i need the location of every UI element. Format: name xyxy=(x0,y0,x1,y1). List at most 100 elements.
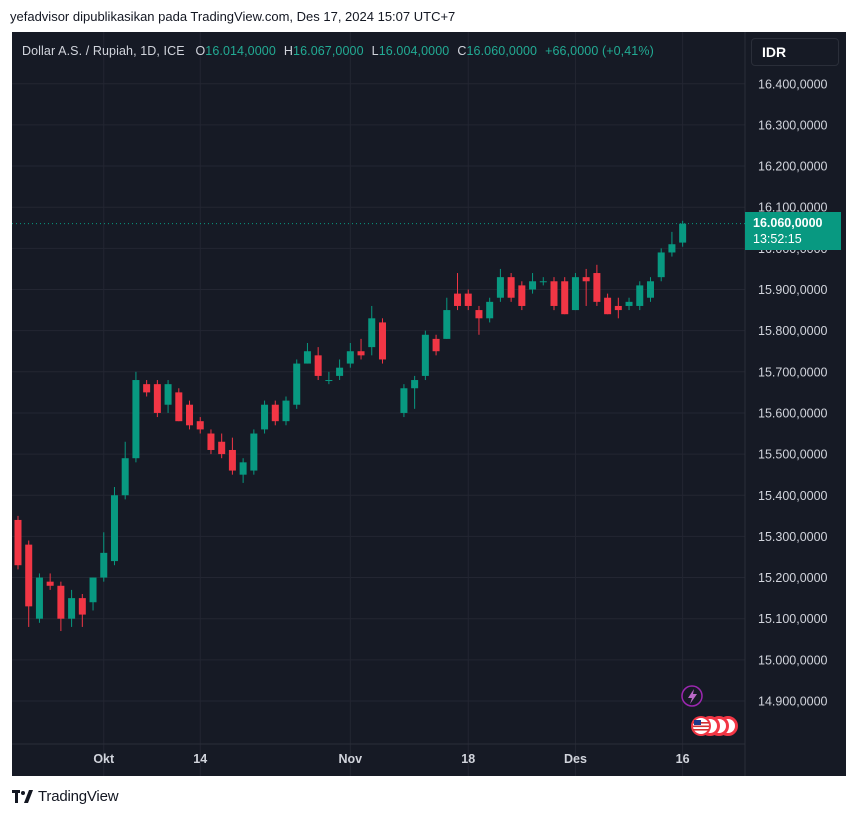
candle[interactable] xyxy=(604,293,612,315)
bar-countdown: 13:52:15 xyxy=(753,232,802,246)
candle-body xyxy=(604,297,612,315)
candle[interactable] xyxy=(411,375,419,409)
candle[interactable] xyxy=(346,342,354,368)
candle[interactable] xyxy=(228,437,236,475)
candle[interactable] xyxy=(529,273,537,294)
candle[interactable] xyxy=(57,581,65,632)
candle-body xyxy=(657,252,665,278)
candle-body xyxy=(78,598,86,615)
candle-body xyxy=(35,577,43,619)
price-tick-label: 15.200,0000 xyxy=(758,571,828,585)
candle[interactable] xyxy=(496,268,504,302)
symbol-title: Dollar A.S. / Rupiah, 1D, ICE xyxy=(22,44,185,58)
candle[interactable] xyxy=(89,577,97,611)
candle[interactable] xyxy=(636,281,644,311)
candle-body xyxy=(400,388,408,413)
candle[interactable] xyxy=(303,342,311,364)
candle-body xyxy=(346,351,354,364)
candle[interactable] xyxy=(454,273,462,311)
candle[interactable] xyxy=(668,231,676,257)
candle[interactable] xyxy=(357,338,365,360)
price-tick-label: 16.200,0000 xyxy=(758,160,828,174)
candle[interactable] xyxy=(35,573,43,623)
candle[interactable] xyxy=(550,277,558,311)
candle[interactable] xyxy=(421,330,429,381)
candle[interactable] xyxy=(378,318,386,364)
candle-body xyxy=(454,293,462,306)
candle-body xyxy=(261,404,269,430)
candle[interactable] xyxy=(282,396,290,426)
candle[interactable] xyxy=(325,371,333,385)
candle[interactable] xyxy=(571,273,579,311)
tradingview-logo: TradingView xyxy=(12,788,119,805)
candle[interactable] xyxy=(582,268,590,306)
candle-body xyxy=(303,351,311,364)
candle[interactable] xyxy=(46,573,54,590)
candle[interactable] xyxy=(132,371,140,463)
candle[interactable] xyxy=(143,380,151,397)
candle[interactable] xyxy=(314,347,322,381)
lightning-icon[interactable] xyxy=(681,685,703,707)
tradingview-brand: TradingView xyxy=(38,788,119,805)
candle[interactable] xyxy=(186,400,194,430)
candles xyxy=(14,220,687,632)
time-axis-labels: Okt 14 Nov 18 Des 16 xyxy=(93,752,689,766)
candle-body xyxy=(539,281,547,283)
candle[interactable] xyxy=(561,277,569,315)
candle[interactable] xyxy=(443,297,451,339)
candle[interactable] xyxy=(68,589,76,627)
candle[interactable] xyxy=(464,289,472,311)
candle-body xyxy=(443,310,451,339)
candle-body xyxy=(218,441,226,455)
candle-body xyxy=(239,462,247,475)
low-value: 16.004,0000 xyxy=(378,44,450,58)
candle[interactable] xyxy=(400,384,408,418)
candle[interactable] xyxy=(593,264,601,306)
candle[interactable] xyxy=(679,220,687,247)
candle-body xyxy=(57,585,65,619)
us-flag-icon[interactable] xyxy=(691,716,738,736)
candle[interactable] xyxy=(646,277,654,302)
candle[interactable] xyxy=(14,515,22,570)
candle[interactable] xyxy=(196,417,204,434)
candle[interactable] xyxy=(261,400,269,434)
candle[interactable] xyxy=(153,380,161,418)
candle-body xyxy=(668,244,676,253)
candle[interactable] xyxy=(175,388,183,422)
chart-panel[interactable]: 14.900,0000 15.000,0000 15.100,0000 15.200,… xyxy=(12,32,846,776)
candle[interactable] xyxy=(486,297,494,323)
currency-button[interactable]: IDR xyxy=(751,38,839,66)
candle-body xyxy=(486,301,494,319)
candle[interactable] xyxy=(614,297,622,319)
candle[interactable] xyxy=(475,305,483,335)
candle[interactable] xyxy=(207,429,215,455)
candle[interactable] xyxy=(25,540,33,627)
candle[interactable] xyxy=(507,273,515,302)
candle[interactable] xyxy=(539,277,547,286)
candle[interactable] xyxy=(78,594,86,627)
candle[interactable] xyxy=(271,400,279,426)
candle[interactable] xyxy=(110,487,118,566)
candle-body xyxy=(271,404,279,422)
candle[interactable] xyxy=(250,429,258,475)
candle[interactable] xyxy=(432,334,440,356)
price-tick-label: 15.900,0000 xyxy=(758,283,828,297)
candle-body xyxy=(496,277,504,298)
candlestick-chart[interactable]: 14.900,0000 15.000,0000 15.100,0000 15.200,… xyxy=(12,32,846,776)
candle[interactable] xyxy=(239,458,247,483)
candle-body xyxy=(164,384,172,405)
candle[interactable] xyxy=(218,433,226,459)
candle[interactable] xyxy=(368,305,376,356)
candle[interactable] xyxy=(100,532,108,582)
candle-body xyxy=(207,433,215,450)
candle[interactable] xyxy=(293,359,301,409)
event-markers[interactable] xyxy=(681,685,738,736)
candle-body xyxy=(571,277,579,311)
candle[interactable] xyxy=(625,297,633,311)
candle-body xyxy=(143,384,151,393)
candle[interactable] xyxy=(336,359,344,381)
candle[interactable] xyxy=(121,441,129,500)
candle[interactable] xyxy=(657,248,665,282)
candle[interactable] xyxy=(164,380,172,413)
candle[interactable] xyxy=(518,281,526,311)
